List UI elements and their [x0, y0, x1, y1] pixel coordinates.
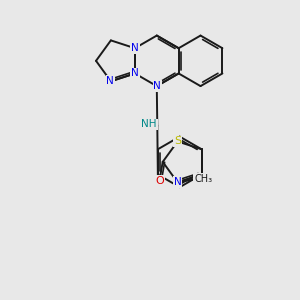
Text: O: O [155, 176, 164, 186]
Text: N: N [174, 177, 182, 187]
Text: N: N [154, 81, 161, 91]
Text: S: S [174, 136, 181, 146]
Text: NH: NH [141, 119, 157, 129]
Text: N: N [131, 68, 139, 79]
Text: N: N [131, 43, 139, 53]
Text: CH₃: CH₃ [194, 174, 212, 184]
Text: N: N [106, 76, 114, 86]
